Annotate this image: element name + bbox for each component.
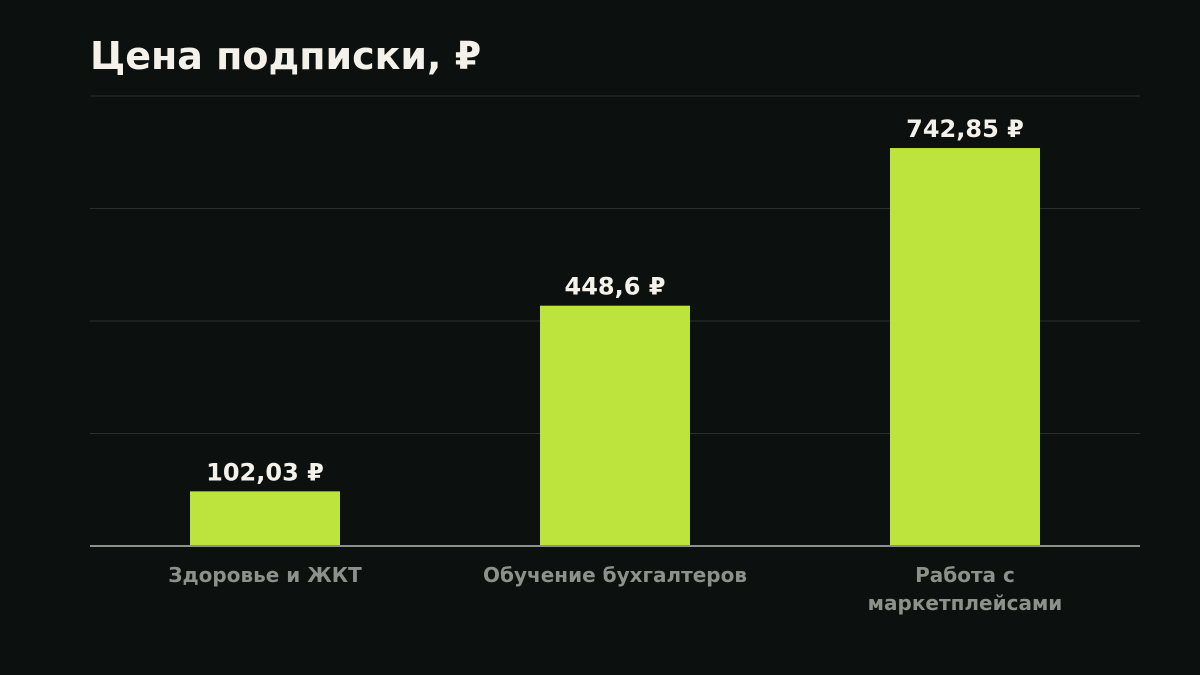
value-label-3: 742,85 ₽ [906,115,1024,143]
category-labels: Здоровье и ЖКТ Обучение бухгалтеров Работа… [168,563,1062,615]
bars [190,148,1040,546]
bar-3 [890,148,1040,546]
category-label-line: Здоровье и ЖКТ [168,563,362,587]
value-labels: 102,03 ₽ 448,6 ₽ 742,85 ₽ [206,115,1024,486]
category-label-2: Обучение бухгалтеров [483,563,747,587]
category-label-1: Здоровье и ЖКТ [168,563,362,587]
value-label-1: 102,03 ₽ [206,458,324,486]
category-label-line: Работа с [915,563,1015,587]
bar-2 [540,305,690,546]
bar-1 [190,491,340,546]
category-label-line: Обучение бухгалтеров [483,563,747,587]
category-label-line: маркетплейсами [868,591,1063,615]
category-label-3: Работа с маркетплейсами [868,563,1063,615]
chart-title: Цена подписки, ₽ [90,34,482,78]
value-label-2: 448,6 ₽ [565,273,666,301]
